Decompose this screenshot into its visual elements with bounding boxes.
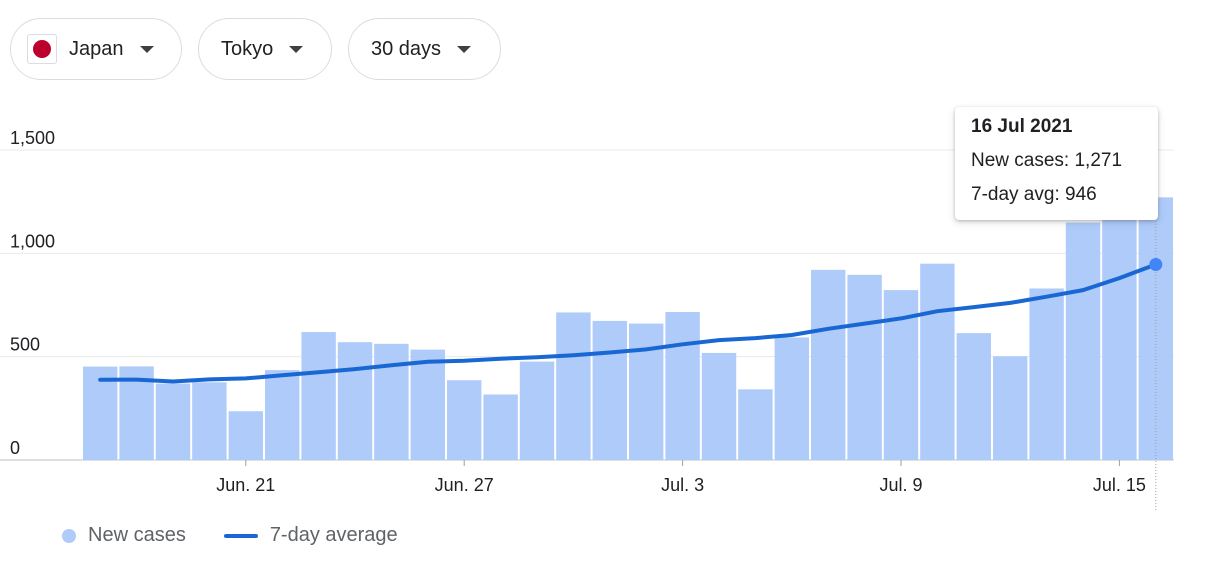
bar	[629, 323, 664, 460]
bar	[701, 352, 737, 460]
country-dropdown[interactable]: Japan	[10, 18, 182, 80]
japan-flag-icon	[27, 34, 57, 64]
bar	[1029, 288, 1064, 460]
region-dropdown[interactable]: Tokyo	[198, 18, 332, 80]
bar	[228, 411, 263, 460]
bar	[519, 361, 555, 460]
range-label: 30 days	[371, 37, 442, 60]
average-legend-marker	[223, 533, 258, 538]
x-tick-label: Jul. 9	[879, 475, 922, 495]
bar	[265, 370, 300, 460]
chart-tooltip: 16 Jul 2021 New cases: 1,271 7-day avg: …	[955, 107, 1158, 220]
bar	[192, 382, 227, 460]
y-tick-label: 500	[10, 335, 40, 355]
bar	[483, 394, 518, 460]
x-tick-label: Jul. 15	[1093, 475, 1146, 495]
x-tick-label: Jul. 3	[661, 475, 704, 495]
bar	[956, 333, 991, 460]
y-tick-label: 1,500	[10, 128, 55, 148]
bar	[1065, 222, 1101, 460]
average-legend-label: 7-day average	[269, 524, 398, 546]
bar	[738, 389, 773, 460]
tooltip-avg: 7-day avg: 946	[971, 184, 1097, 205]
average-line	[98, 262, 1158, 384]
bar	[301, 332, 336, 460]
bar	[811, 269, 846, 460]
highlight-point	[1149, 257, 1163, 271]
country-label: Japan	[69, 37, 124, 60]
bar	[847, 274, 882, 460]
bar	[920, 263, 955, 460]
tooltip-new-cases: New cases: 1,271	[971, 150, 1123, 171]
new-cases-legend-marker	[62, 528, 76, 543]
x-tick-label: Jun. 27	[435, 475, 494, 495]
bar	[993, 356, 1028, 460]
bar	[374, 343, 409, 460]
y-tick-label: 0	[10, 438, 20, 458]
bar	[592, 320, 627, 460]
bar	[155, 383, 191, 460]
chevron-down-icon	[457, 45, 472, 53]
new-cases-legend-label: New cases	[88, 524, 186, 546]
y-tick-label: 1,000	[10, 231, 55, 251]
tooltip-date: 16 Jul 2021	[971, 116, 1073, 137]
chevron-down-icon	[139, 45, 154, 53]
bar	[774, 337, 809, 460]
chart-legend: New cases 7-day average	[62, 524, 398, 547]
range-dropdown[interactable]: 30 days	[348, 18, 501, 80]
region-label: Tokyo	[221, 37, 274, 60]
bar	[665, 312, 700, 460]
bar	[83, 366, 118, 460]
bar	[1102, 189, 1137, 460]
x-tick-label: Jun. 21	[216, 475, 275, 495]
bar	[337, 342, 373, 460]
chevron-down-icon	[289, 45, 304, 53]
bar	[556, 312, 591, 460]
bar	[410, 349, 445, 460]
bar	[447, 380, 482, 460]
